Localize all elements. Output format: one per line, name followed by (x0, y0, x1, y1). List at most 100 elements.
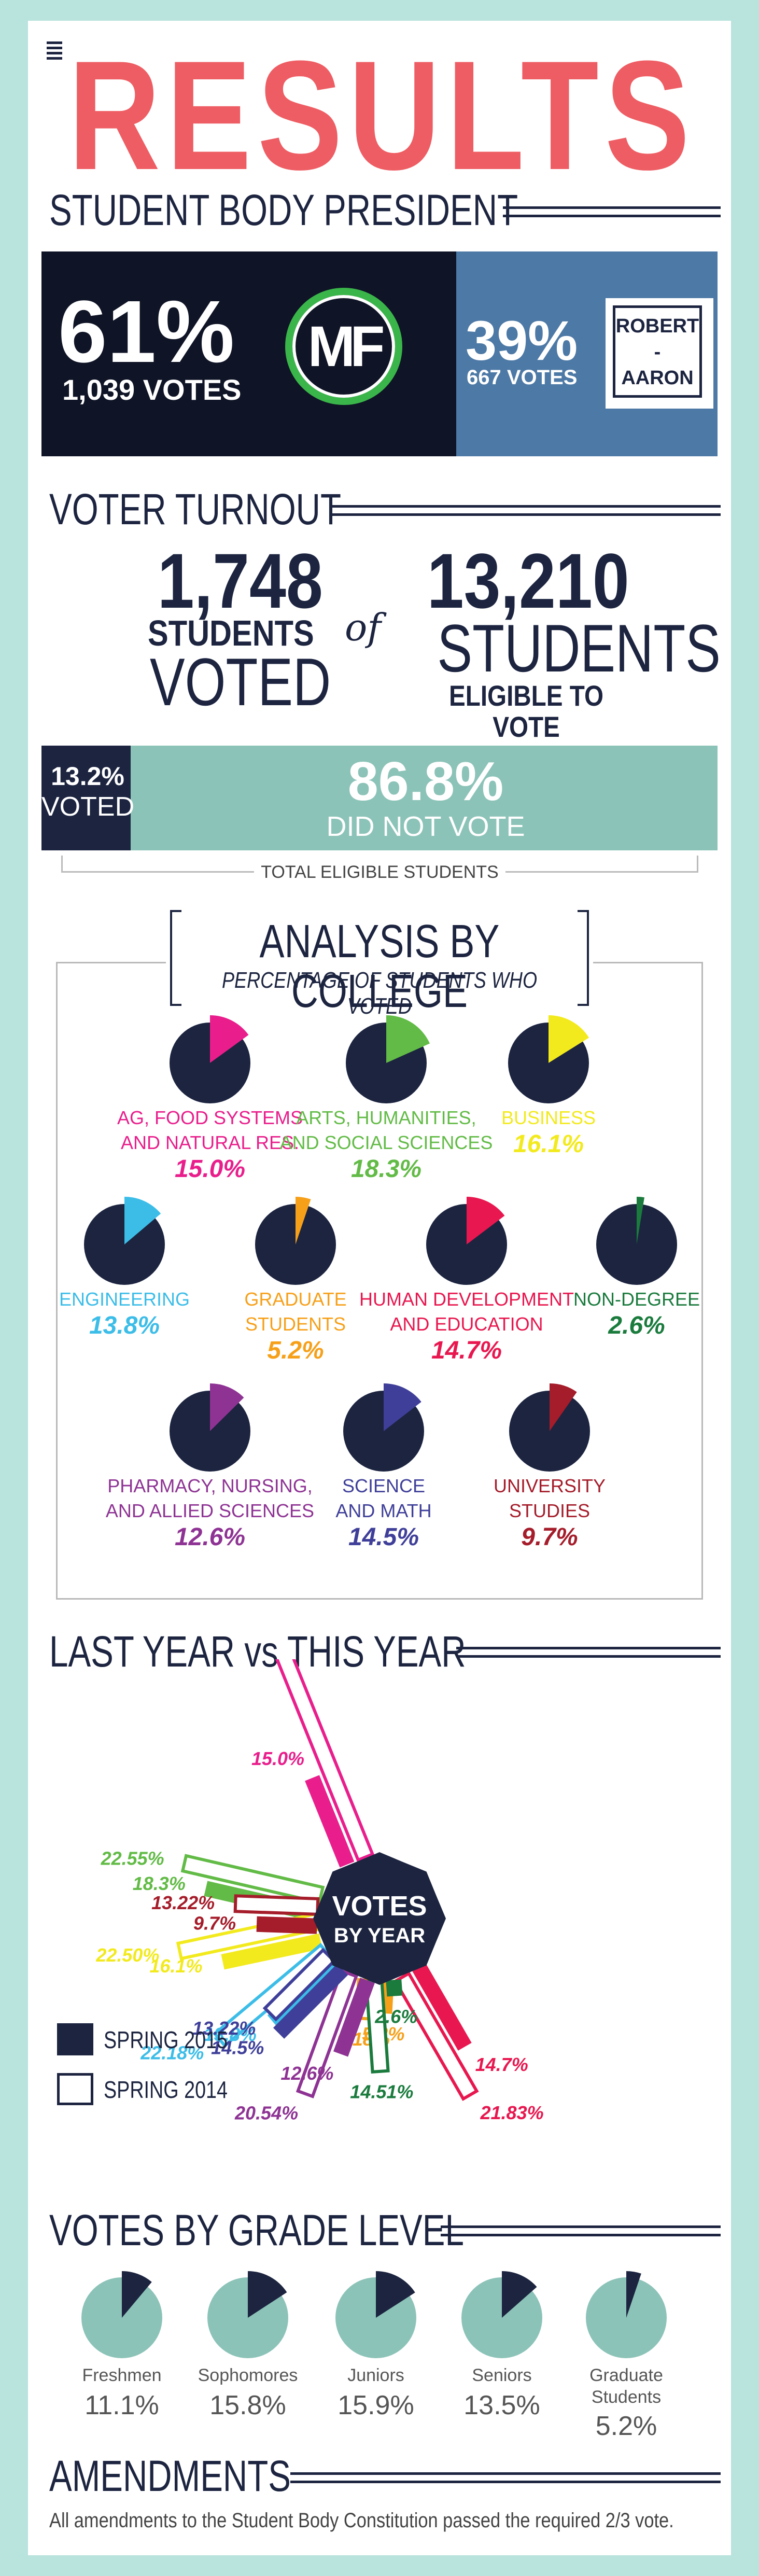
college-label: SCIENCE (342, 1475, 425, 1496)
college-label: AG, FOOD SYSTEMS (117, 1107, 303, 1128)
college-percent: 14.5% (348, 1523, 419, 1551)
logo-line: ROBERT (615, 315, 699, 337)
college-label: ENGINEERING (59, 1289, 190, 1310)
bracket-tick (61, 856, 63, 872)
college-label: HUMAN DEVELOPMENT (359, 1289, 574, 1310)
college-pie: ARTS, HUMANITIES, AND SOCIAL SCIENCES18.3… (280, 1015, 493, 1183)
college-percent: 9.7% (521, 1523, 578, 1551)
bar-2015 (412, 1963, 472, 2051)
college-label: ARTS, HUMANITIES, (296, 1107, 476, 1128)
bar-2015 (333, 1978, 375, 2057)
bar-2014 (180, 1854, 325, 1905)
grade-section-title: VOTES BY GRADE LEVEL (49, 2206, 464, 2255)
radial-value-label: 22.55% (101, 1848, 164, 1869)
pie-slice (210, 1015, 249, 1063)
bar-2015 (256, 1916, 317, 1934)
legend-swatch-2014 (57, 2073, 93, 2105)
radial-value-label: 21.83% (480, 2102, 544, 2123)
radial-value-label: 14.7% (475, 2054, 528, 2075)
menu-icon[interactable] (47, 41, 62, 62)
pie-slice (637, 1197, 644, 1244)
pie-slice (124, 1197, 161, 1244)
voted-bar-pct: 13.2% (51, 762, 124, 791)
section-rule (503, 215, 721, 217)
runner-up-votes: 667 VOTES (467, 366, 578, 389)
radial-value-label: 16.1% (149, 1955, 202, 1977)
grade-label: Sophomores (198, 2365, 298, 2385)
pie-slice (550, 1383, 577, 1431)
logo-separator: - (654, 341, 661, 363)
college-section-title: ANALYSIS BY COLLEGE (259, 916, 500, 1017)
section-rule (441, 2225, 721, 2228)
turnout-section-title: VOTER TURNOUT (49, 485, 342, 534)
radial-value-label: 13.22% (151, 1892, 215, 1913)
center-badge (313, 1852, 446, 1985)
grade-percent: 11.1% (85, 2390, 159, 2420)
grade-pie: Sophomores 15.8% (198, 2271, 298, 2420)
grade-pie: Freshmen 11.1% (81, 2271, 162, 2420)
radial-value-label: 14.5% (211, 2037, 264, 2059)
bar-2015 (305, 1775, 355, 1868)
bar-2014 (275, 1659, 375, 1863)
winner-percent: 61% (58, 283, 235, 381)
section-rule (290, 2472, 721, 2475)
bar-2015 (273, 1964, 348, 2039)
pie-slice (386, 1015, 430, 1063)
legend-swatch-2015 (57, 2023, 93, 2055)
radial-value-label: 13.8% (204, 2024, 257, 2045)
center-label: VOTES (332, 1891, 427, 1922)
college-percent: 13.8% (89, 1312, 160, 1339)
eligible-label-1: STUDENTS (437, 610, 721, 686)
grade-label: Students (592, 2387, 661, 2407)
not-voted-bar-label: DID NOT VOTE (326, 811, 525, 842)
college-percent: 18.3% (351, 1155, 421, 1183)
pie-slice (626, 2271, 641, 2318)
pie-slice (210, 1383, 244, 1431)
college-label: NON-DEGREE (573, 1289, 700, 1310)
robert-aaron-logo: ROBERT - AARON (606, 298, 713, 409)
college-percent: 14.7% (431, 1337, 502, 1364)
bracket-tick (697, 856, 698, 872)
radial-value-label: 14.51% (350, 2081, 413, 2103)
radial-value-label: 22.18% (140, 2042, 204, 2063)
radial-value-label: 2.6% (374, 2006, 417, 2027)
college-label: STUDENTS (245, 1313, 346, 1335)
radial-value-label: 20.54% (234, 2102, 298, 2123)
radial-value-label: 22.50% (95, 1944, 159, 1966)
amendments-section-title: AMENDMENTS (49, 2452, 291, 2500)
voted-count: 1,748 (157, 537, 323, 624)
bracket-right (578, 910, 589, 1006)
radial-value-label: 9.7% (193, 1912, 236, 1934)
runner-up-percent: 39% (466, 309, 578, 372)
college-percent: 5.2% (267, 1337, 324, 1364)
grade-pie-row: Freshmen 11.1% Sophomores 15.8% Juniors 15.9%… (81, 2271, 667, 2441)
college-pie-grid: AG, FOOD SYSTEMS AND NATURAL RES.15.0% ART… (59, 1015, 700, 1551)
pie-slice (467, 1197, 505, 1244)
college-label: AND NATURAL RES. (121, 1132, 299, 1153)
college-label: PHARMACY, NURSING, (107, 1475, 312, 1496)
president-section-title: STUDENT BODY PRESIDENT (49, 186, 518, 234)
grade-percent: 5.2% (596, 2411, 657, 2441)
mf-logo: MF (285, 288, 402, 405)
college-label: BUSINESS (501, 1107, 596, 1128)
college-pie: AG, FOOD SYSTEMS AND NATURAL RES.15.0% (117, 1015, 303, 1183)
section-rule (332, 505, 721, 508)
grade-percent: 15.9% (338, 2390, 414, 2420)
college-subtitle: PERCENTAGE OF STUDENTS WHO VOTED (221, 968, 538, 1019)
college-label: UNIVERSITY (494, 1475, 606, 1496)
college-label: AND MATH (335, 1500, 431, 1521)
pie-slice (384, 1383, 421, 1431)
winner-votes: 1,039 VOTES (62, 373, 242, 406)
eligible-count: 13,210 (427, 537, 629, 624)
bar-2014 (296, 1969, 359, 2098)
bar-2015 (221, 1933, 322, 1970)
college-label: AND ALLIED SCIENCES (106, 1500, 314, 1521)
eligible-label-2: ELIGIBLE TO VOTE (449, 679, 603, 743)
college-label: GRADUATE (244, 1289, 346, 1310)
pie-slice (549, 1015, 589, 1063)
